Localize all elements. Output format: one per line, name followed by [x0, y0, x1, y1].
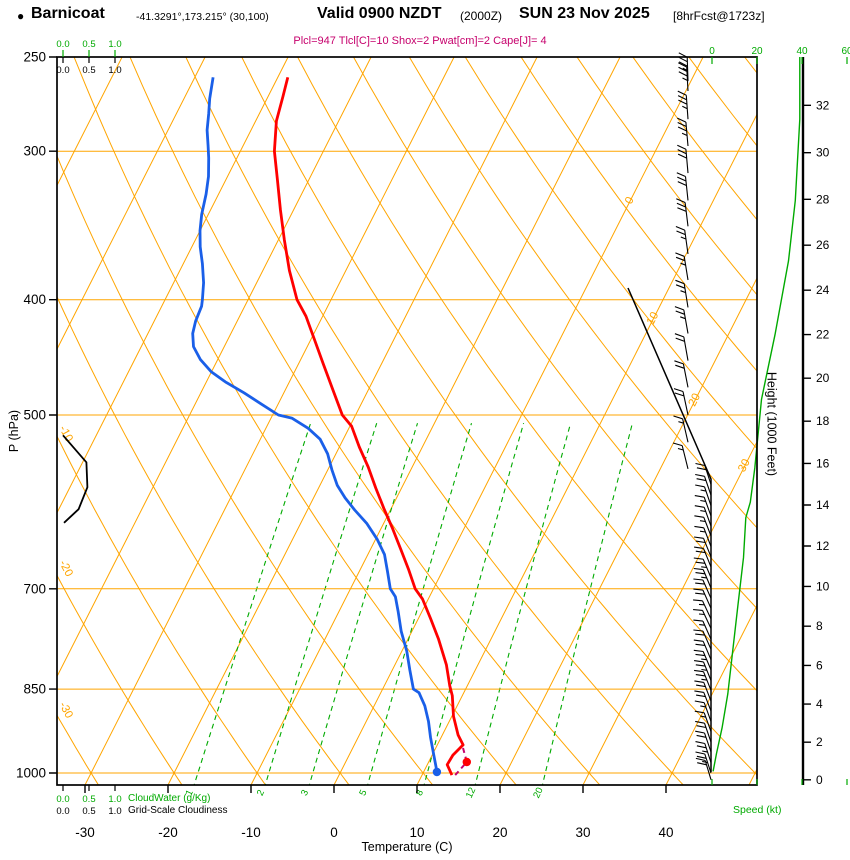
green-scale-ticks: [62, 50, 848, 785]
height-tick-label: 10: [816, 579, 830, 593]
speed-scale-number: 0: [709, 46, 715, 57]
height-tick-label: 20: [816, 371, 830, 385]
height-tick-label: 16: [816, 456, 830, 470]
speed-scale-number: 40: [796, 46, 808, 57]
axis-ticks: [49, 56, 667, 793]
profile-layer: [191, 76, 471, 777]
pressure-tick-label: 1000: [16, 766, 46, 781]
temperature-axis-title: Temperature (C): [361, 840, 453, 854]
dewpoint-curve: [191, 77, 439, 774]
surface-dewpoint-marker: [432, 767, 442, 777]
cloudwater-scale-number: 1.0: [108, 794, 121, 805]
isotherm-label: 10: [645, 310, 662, 327]
height-tick-label: 14: [816, 498, 830, 512]
mixing-ratio-label: 1: [184, 788, 196, 797]
valid-date: SUN 23 Nov 2025: [519, 5, 650, 22]
surface-temp-marker: [462, 757, 471, 767]
wind-region-boundary: [627, 287, 712, 772]
pressure-tick-label: 250: [23, 50, 46, 65]
height-tick-label: 4: [816, 697, 823, 711]
temp-tick-label: 40: [658, 825, 673, 840]
station-coordinates: -41.3291°,173.215° (30,100): [136, 11, 269, 23]
isotherm-label: 30: [736, 457, 753, 474]
cloudiness-scale-number: 1.0: [108, 65, 121, 76]
pressure-tick-label: 400: [23, 292, 46, 307]
mixing-ratio-label: 5: [357, 788, 369, 797]
sounding-parameters: Plcl=947 Tlcl[C]=10 Shox=2 Pwat[cm]=2 Ca…: [293, 35, 547, 47]
cloudiness-scale-title: Grid-Scale Cloudiness: [128, 805, 228, 816]
height-tick-label: 32: [816, 98, 830, 112]
cloudwater-scale-number: 0.5: [82, 794, 95, 805]
cloudiness-scale-number: 1.0: [108, 806, 121, 817]
temperature-curve: [273, 76, 465, 776]
pressure-tick-label: 500: [23, 408, 46, 423]
cloudiness-scale-number: 0.0: [56, 65, 69, 76]
height-axis-title: Height (1000 Feet): [764, 371, 779, 477]
mixing-ratio-label: 8: [414, 788, 426, 797]
temp-tick-label: -10: [241, 825, 261, 840]
height-tick-label: 30: [816, 146, 830, 160]
temp-tick-label: 30: [575, 825, 590, 840]
height-tick-label: 18: [816, 414, 830, 428]
station-name: Barnicoat: [31, 5, 105, 22]
forecast-reference: [8hrFcst@1723z]: [673, 9, 765, 23]
speed-axis-title: Speed (kt): [733, 804, 782, 816]
mixing-ratio-label: 12: [464, 786, 478, 800]
temp-tick-label: 20: [492, 825, 507, 840]
cloudiness-scale-number: 0.5: [82, 806, 95, 817]
speed-scale-number: 20: [751, 46, 763, 57]
wind-barbs-upper: [672, 52, 689, 470]
temp-tick-label: -30: [75, 825, 95, 840]
height-tick-label: 8: [816, 619, 823, 633]
cloudwater-curve: [62, 434, 89, 524]
black-scale-ticks: [62, 57, 116, 791]
pressure-tick-label: 850: [23, 682, 46, 697]
height-tick-label: 6: [816, 658, 823, 672]
plot-frame: [56, 56, 758, 786]
pressure-tick-label: 700: [23, 581, 46, 596]
pressure-tick-label: 300: [23, 144, 46, 159]
speed-scale-number: 60: [841, 46, 850, 57]
valid-time-zulu: (2000Z): [460, 9, 503, 23]
parcel-path: [454, 744, 468, 776]
temp-tick-label: 10: [409, 825, 424, 840]
isotherm-grid: [57, 57, 757, 785]
height-tick-label: 22: [816, 328, 830, 342]
isobar-grid: [57, 56, 757, 774]
adiabat-label: -20: [56, 558, 74, 578]
height-tick-label: 2: [816, 735, 823, 749]
wind-speed-curve: [712, 57, 801, 772]
wind-barbs-lower: [693, 462, 712, 780]
grid-layer: [57, 57, 757, 785]
cloudiness-scale-number: 0.5: [82, 65, 95, 76]
adiabat-label: -30: [56, 700, 74, 720]
temp-tick-label: 0: [330, 825, 338, 840]
height-tick-label: 24: [816, 283, 830, 297]
mixing-ratio-label: 3: [299, 788, 311, 797]
mixing-ratio-label: 20: [531, 786, 545, 800]
pressure-axis-title: P (hPa): [7, 409, 21, 453]
cloudwater-scale-title: CloudWater (g/Kg): [128, 793, 211, 804]
height-tick-label: 12: [816, 539, 830, 553]
temp-tick-label: -20: [158, 825, 178, 840]
cloudwater-scale-number: 0.0: [56, 794, 69, 805]
mixing-ratio-label: 2: [255, 788, 267, 797]
height-tick-label: 0: [816, 773, 823, 787]
isotherm-label: 0: [623, 195, 637, 206]
cloudiness-scale-number: 0.0: [56, 806, 69, 817]
height-tick-label: 26: [816, 238, 830, 252]
valid-time: Valid 0900 NZDT: [317, 5, 442, 22]
cloudwater-scale-number: 0.0: [56, 39, 69, 50]
cloudwater-scale-number: 1.0: [108, 39, 121, 50]
isotherm-label: 20: [687, 392, 704, 409]
height-axis-ticks: [803, 104, 811, 781]
cloudwater-scale-number: 0.5: [82, 39, 95, 50]
height-tick-label: 28: [816, 192, 830, 206]
dry-adiabat-grid: [57, 57, 757, 785]
station-bullet-icon: ●: [17, 9, 25, 23]
